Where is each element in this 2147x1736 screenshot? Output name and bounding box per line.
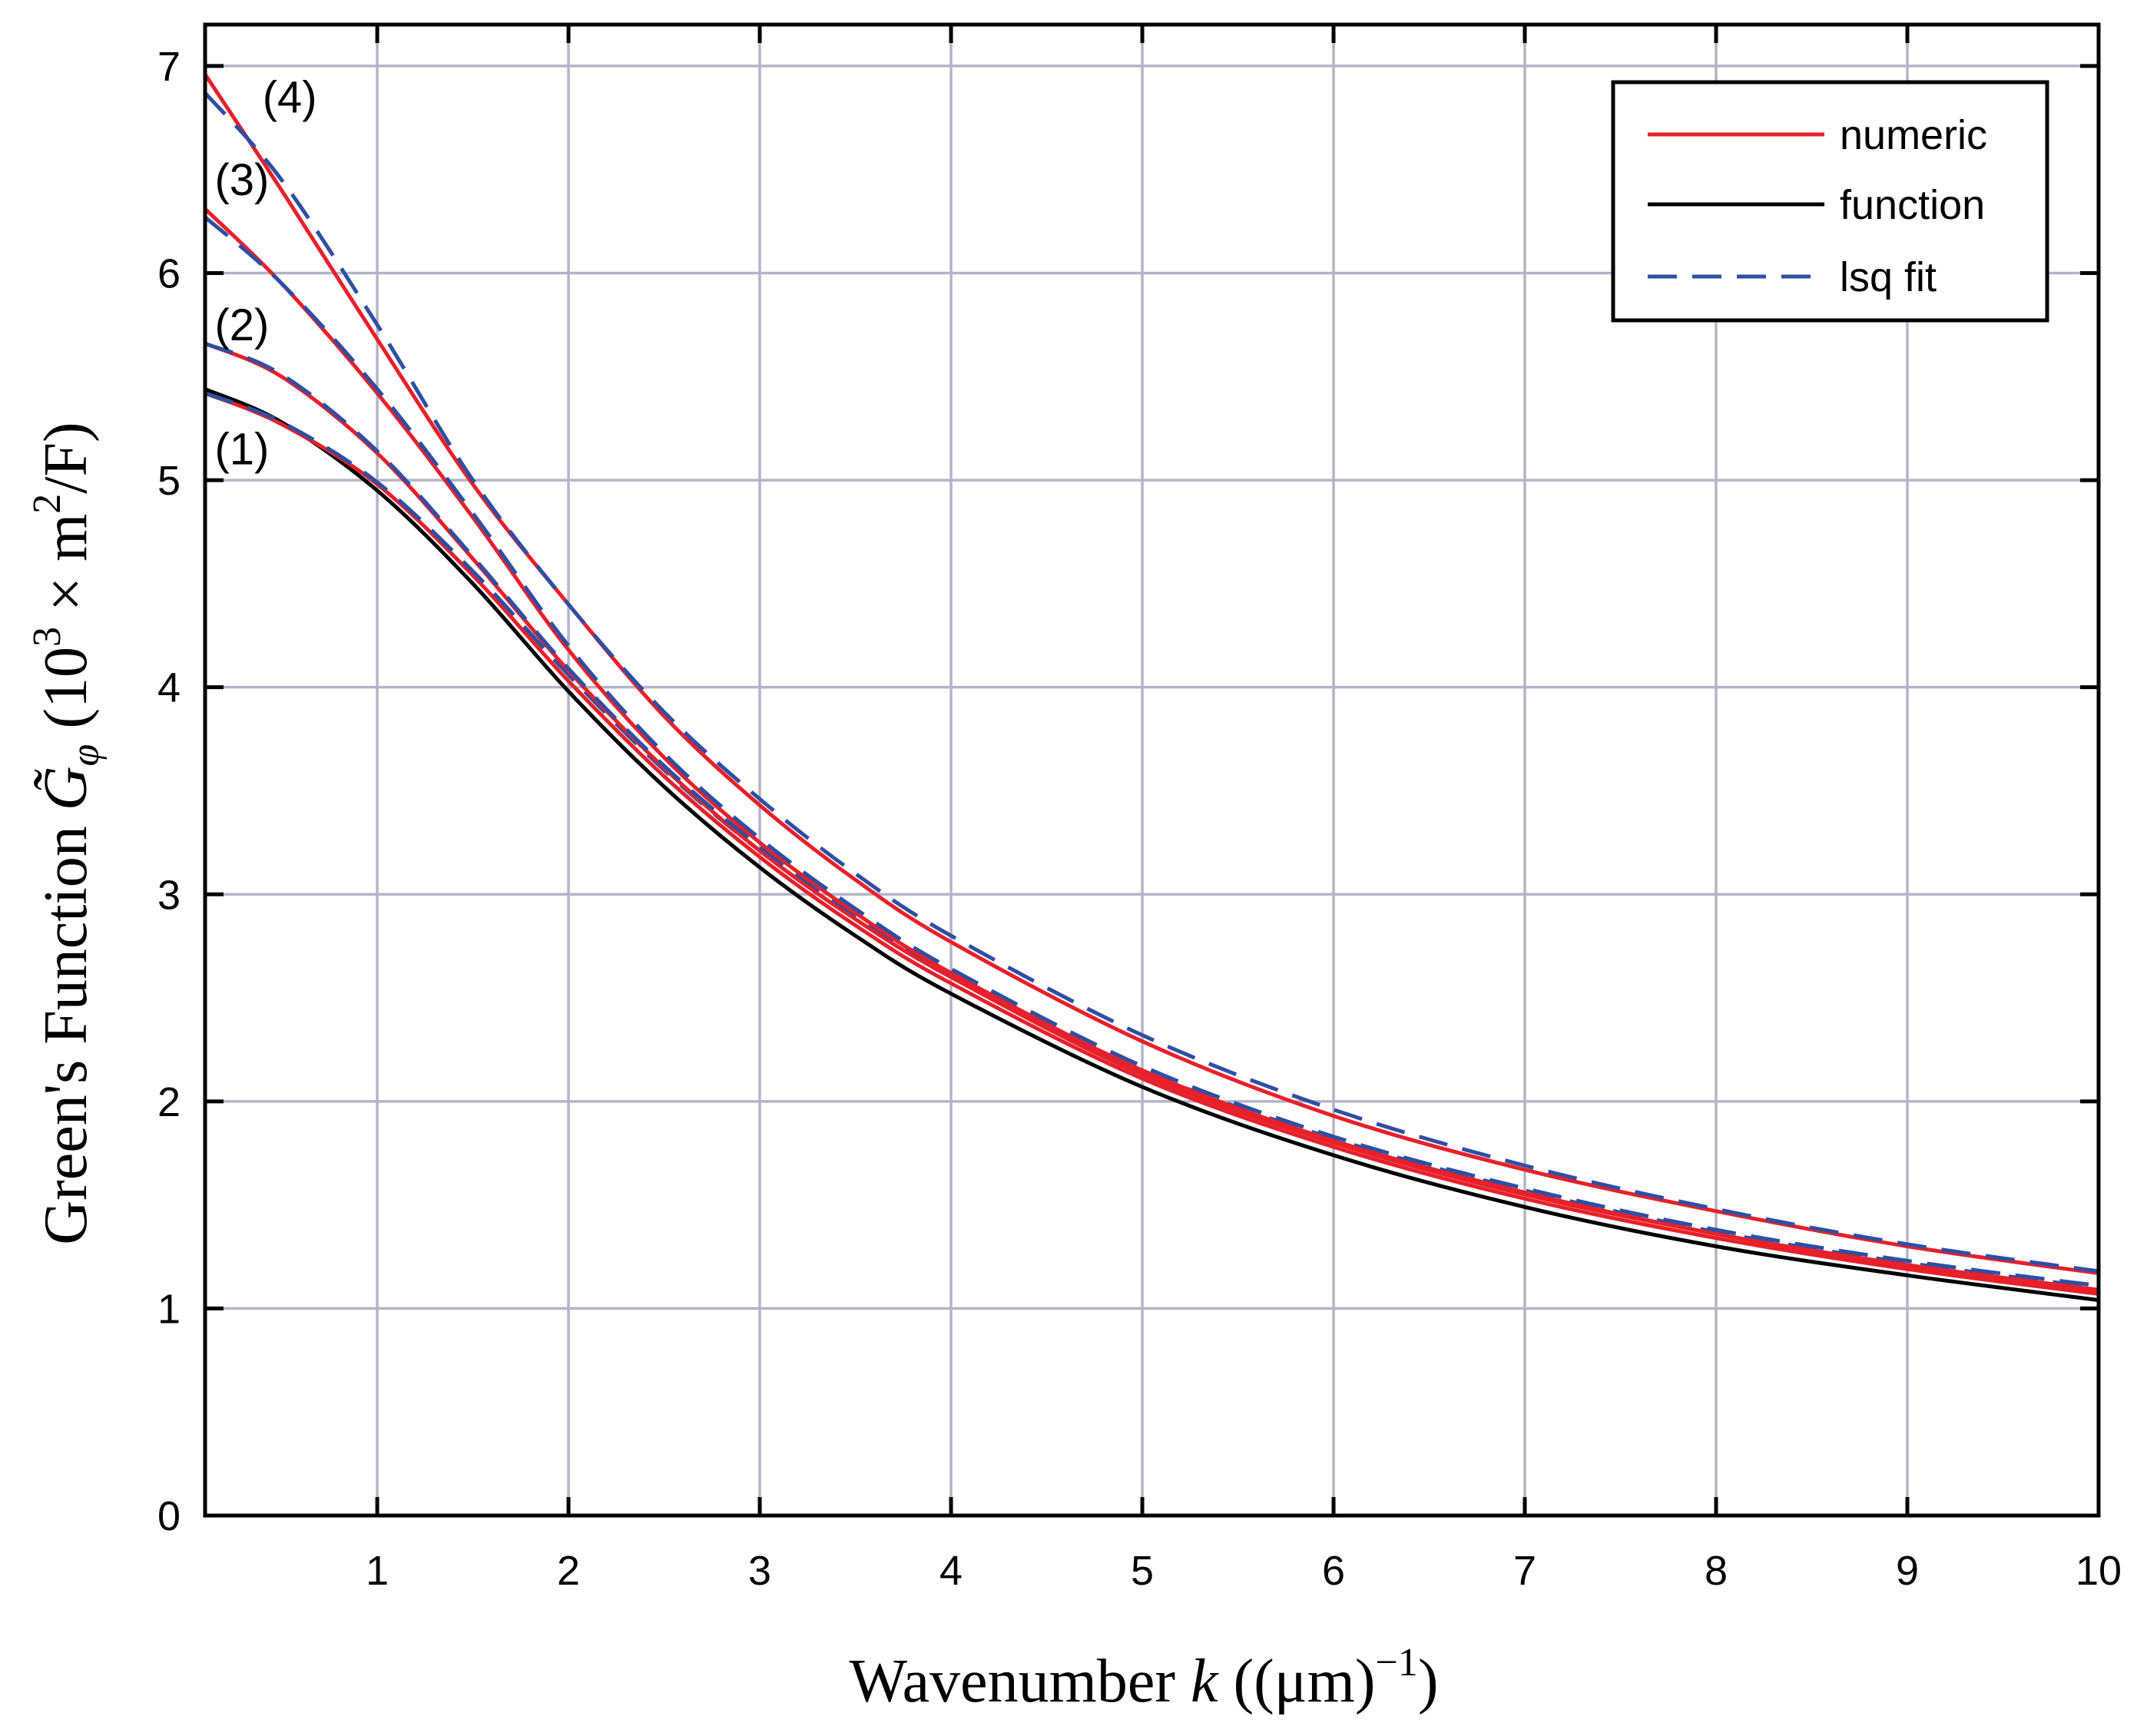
x-axis-title: Wavenumber k ((μm)−1) bbox=[849, 1641, 1438, 1715]
x-axis-title-unit-close: ) bbox=[1355, 1648, 1376, 1715]
curve-label-1: (1) bbox=[214, 425, 269, 475]
y-axis-title-sup1: 3 bbox=[25, 627, 69, 647]
y-tick-label-1: 1 bbox=[157, 1286, 181, 1332]
y-axis-title: Green's Function G̃φ (103 × m2/F) bbox=[25, 422, 108, 1244]
x-tick-label-3: 3 bbox=[748, 1548, 771, 1594]
x-axis-title-var: k bbox=[1191, 1648, 1219, 1715]
y-axis-title-times: × m bbox=[32, 514, 100, 627]
curve-label-2: (2) bbox=[214, 300, 269, 350]
x-tick-label-7: 7 bbox=[1513, 1548, 1536, 1594]
series-layer bbox=[203, 73, 2099, 1303]
curve-label-4: (4) bbox=[263, 72, 317, 122]
y-axis-title-sup2: 2 bbox=[25, 494, 69, 514]
curve-labels: (1) (2) (3) (4) bbox=[214, 72, 316, 474]
y-tick-label-5: 5 bbox=[157, 458, 181, 504]
legend-label-lsq-fit: lsq fit bbox=[1840, 254, 1937, 300]
legend-label-function: function bbox=[1840, 182, 1985, 228]
x-tick-label-9: 9 bbox=[1896, 1548, 1919, 1594]
y-axis-title-sub: φ bbox=[64, 744, 108, 767]
y-tick-label-4: 4 bbox=[157, 665, 181, 711]
y-axis-title-unit-open: (10 bbox=[32, 647, 100, 744]
y-axis-title-unit-close: /F) bbox=[32, 422, 100, 493]
series-function bbox=[204, 387, 2099, 1303]
y-tick-label-3: 3 bbox=[157, 872, 181, 918]
y-tick-label-0: 0 bbox=[157, 1493, 181, 1539]
y-tick-label-6: 6 bbox=[157, 251, 181, 297]
series-4-lsq-fit bbox=[204, 91, 2099, 1274]
series-1-numeric bbox=[204, 391, 2099, 1296]
x-tick-label-1: 1 bbox=[366, 1548, 389, 1594]
x-tick-label-8: 8 bbox=[1705, 1548, 1728, 1594]
series-3-lsq-fit bbox=[204, 215, 2099, 1288]
x-tick-label-4: 4 bbox=[939, 1548, 963, 1594]
x-tick-label-2: 2 bbox=[557, 1548, 580, 1594]
x-axis-title-unit-open: (( bbox=[1218, 1648, 1274, 1715]
y-tick-label-7: 7 bbox=[157, 44, 181, 90]
tick-labels: 1 2 3 4 5 6 7 8 9 10 0 1 2 3 4 5 6 7 bbox=[157, 44, 2122, 1594]
x-tick-label-10: 10 bbox=[2076, 1548, 2122, 1594]
y-tick-label-2: 2 bbox=[157, 1079, 181, 1125]
x-axis-title-end: ) bbox=[1418, 1648, 1439, 1715]
axes-box bbox=[203, 22, 2101, 1518]
x-axis-title-unit: μm bbox=[1274, 1648, 1355, 1715]
legend-label-numeric: numeric bbox=[1840, 112, 1987, 158]
y-axis-title-prefix: Green's Function bbox=[32, 810, 100, 1244]
x-tick-label-6: 6 bbox=[1322, 1548, 1345, 1594]
curve-label-3: (3) bbox=[214, 155, 269, 205]
axes bbox=[203, 22, 2101, 1518]
y-axis-title-var: G̃ bbox=[32, 766, 100, 810]
x-axis-title-sup: −1 bbox=[1376, 1641, 1418, 1685]
x-tick-label-5: 5 bbox=[1131, 1548, 1154, 1594]
series-4-numeric bbox=[203, 73, 2099, 1276]
x-axis-title-prefix: Wavenumber bbox=[849, 1648, 1191, 1715]
series-3-numeric bbox=[204, 207, 2099, 1292]
legend-box bbox=[1611, 80, 2049, 323]
legend: numeric function lsq fit bbox=[1611, 80, 2049, 323]
